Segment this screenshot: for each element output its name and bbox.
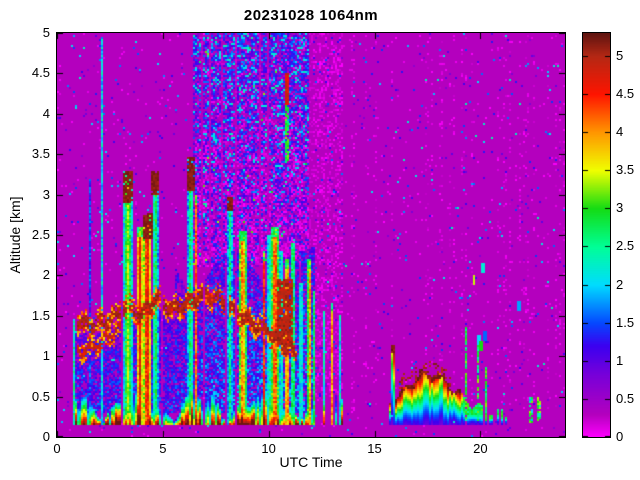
colorbar-tick-label: 0.5 (616, 390, 635, 406)
y-tick-label: 0.5 (31, 388, 50, 404)
colorbar-tick-label: 1.5 (616, 314, 635, 330)
y-tick-label: 2.5 (31, 227, 50, 242)
y-tick-label: 5 (42, 25, 50, 40)
y-tick-label: 1.5 (31, 307, 50, 323)
colorbar-tick-label: 4.5 (616, 85, 635, 101)
x-axis-label: UTC Time (279, 454, 343, 470)
chart-title: 20231028 1064nm (243, 7, 379, 24)
colorbar (582, 32, 611, 438)
x-tick-label: 15 (367, 441, 382, 456)
colorbar-gradient (583, 33, 610, 437)
colorbar-tick-label: 3 (616, 200, 624, 216)
colorbar-tick-label: 2 (616, 276, 624, 292)
colorbar-tick-label: 3.5 (616, 162, 635, 178)
y-tick-label: 0 (42, 429, 50, 444)
y-tick-label: 1 (42, 348, 50, 364)
y-tick-label: 4 (42, 105, 50, 121)
y-tick-label: 2 (42, 267, 50, 283)
x-tick-label: 5 (159, 441, 167, 456)
x-tick-label: 10 (261, 441, 276, 456)
colorbar-tick-label: 5 (616, 47, 624, 63)
y-tick-label: 3 (42, 186, 50, 202)
y-tick-label: 4.5 (31, 65, 50, 81)
heatmap-canvas (57, 33, 565, 437)
y-tick-label: 3.5 (31, 146, 50, 162)
plot-area (56, 32, 566, 438)
colorbar-tick-label: 4 (616, 124, 624, 140)
x-tick-label: 0 (53, 441, 61, 456)
colorbar-tick-label: 0 (616, 429, 624, 444)
colorbar-tick-label: 2.5 (616, 238, 635, 254)
x-tick-label: 20 (473, 441, 488, 456)
colorbar-tick-label: 1 (616, 352, 624, 368)
